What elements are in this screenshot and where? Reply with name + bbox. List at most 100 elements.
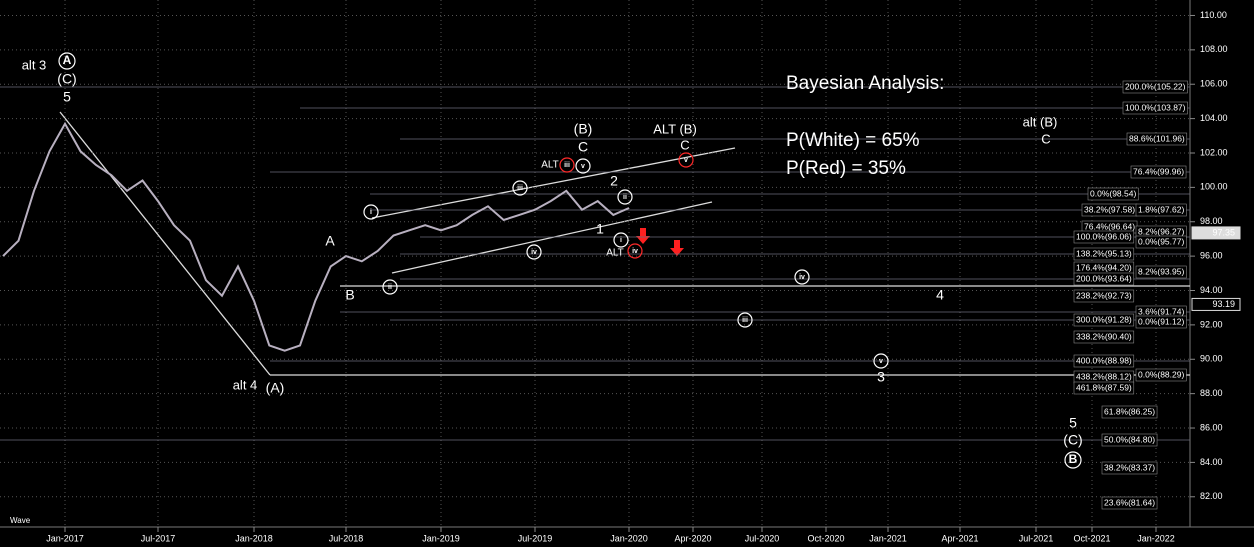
wave-circle (678, 152, 694, 168)
wave-circle (58, 52, 76, 70)
wave-label: A (63, 53, 72, 67)
fib-label-box (1135, 265, 1187, 279)
fib-label-box (1073, 381, 1135, 395)
wave-label: (C) (57, 71, 76, 87)
wave-label: iii (564, 162, 570, 169)
x-tick-label: Jan-2020 (610, 533, 648, 543)
wave-label: iii (742, 317, 748, 324)
wave-label: iv (531, 249, 537, 256)
fib-label: 38.2%(83.37) (1104, 462, 1155, 472)
wave-label: iv (632, 248, 638, 255)
y-tick-label: 90.00 (1200, 354, 1223, 364)
analysis-text: Bayesian Analysis: (786, 73, 944, 94)
y-tick-label: 104.00 (1200, 113, 1228, 123)
x-tick-label: Jul-2020 (745, 533, 780, 543)
fib-label: 238.2%(92.73) (1076, 290, 1132, 300)
wave-circle (512, 180, 528, 196)
wave-label: alt (B) (1023, 114, 1058, 129)
fib-label-box (1101, 405, 1158, 419)
fib-label: 3.6%(91.74) (1138, 306, 1184, 316)
wave-label: v (879, 358, 883, 365)
wave-label: iii (517, 185, 523, 192)
wave-label: B (345, 287, 354, 303)
wave-label: 4 (936, 287, 944, 303)
x-tick-label: Oct-2020 (807, 533, 844, 543)
fib-label-box (1122, 101, 1188, 115)
fib-label-box (1135, 368, 1187, 382)
fib-label-box (1122, 80, 1188, 94)
y-tick-label: 102.00 (1200, 147, 1228, 157)
wave-label: ALT (606, 248, 624, 259)
wave-label: 2 (610, 173, 618, 189)
fib-label: 76.4%(99.96) (1133, 166, 1184, 176)
price-marker-label: 93.19 (1212, 299, 1235, 309)
y-tick-label: 88.00 (1200, 388, 1223, 398)
x-tick-label: Apr-2020 (674, 533, 711, 543)
wave-label: Wave (10, 516, 31, 525)
fib-label: 300.0%(91.28) (1076, 314, 1132, 324)
wave-label: A (325, 233, 335, 249)
fib-label: 88.6%(101.96) (1129, 133, 1185, 143)
fib-label-box (1101, 461, 1158, 475)
y-tick-label: 84.00 (1200, 457, 1223, 467)
wave-circle (794, 269, 810, 285)
wave-label: B (1069, 452, 1078, 466)
wave-label: (B) (574, 121, 593, 137)
wave-circle (526, 244, 542, 260)
wave-label: i (620, 237, 622, 244)
wave-label: C (1041, 131, 1050, 146)
fib-label: 138.2%(95.13) (1076, 248, 1132, 258)
wave-circle (617, 189, 633, 205)
wave-label: i (370, 209, 372, 216)
y-tick-label: 110.00 (1200, 10, 1227, 20)
fib-label-box (1130, 165, 1187, 179)
fib-label-box (1087, 187, 1139, 201)
fib-label: 200.0%(93.64) (1076, 273, 1132, 283)
wave-label: alt 3 (22, 57, 47, 72)
wave-circle (737, 312, 753, 328)
wave-circle (1064, 451, 1082, 469)
wave-label: (A) (266, 380, 285, 396)
x-tick-label: Jul-2021 (1019, 533, 1054, 543)
wave-circle (363, 204, 379, 220)
y-tick-label: 86.00 (1200, 422, 1223, 432)
fib-label: 1.8%(97.62) (1138, 204, 1184, 214)
price-line (2, 121, 630, 352)
wave-circle (613, 232, 629, 248)
fib-label: 8.2%(96.27) (1138, 226, 1184, 236)
fib-label-box (1101, 496, 1158, 510)
fib-label-box (1135, 235, 1187, 249)
wave-lines (59, 111, 1190, 376)
fib-label: 438.2%(88.12) (1076, 371, 1132, 381)
y-tick-label: 92.00 (1200, 319, 1223, 329)
x-tick-label: Jan-2019 (422, 533, 460, 543)
wave-label: 3 (877, 369, 885, 385)
y-tick-label: 96.00 (1200, 250, 1223, 260)
fib-label-box (1073, 247, 1135, 261)
wave-circle (575, 158, 591, 174)
fib-label: 50.0%(84.80) (1104, 434, 1155, 444)
wave-label: 1 (596, 221, 604, 237)
x-tick-label: Jan-2021 (869, 533, 907, 543)
x-tick-label: Jan-2017 (46, 533, 84, 543)
y-tick-label: 98.00 (1200, 216, 1223, 226)
price-marker-box (1191, 226, 1241, 240)
wave-label: ALT (541, 160, 559, 171)
x-tick-label: Jan-2022 (1137, 533, 1175, 543)
arrows (636, 228, 684, 256)
x-tick-label: Jul-2019 (518, 533, 553, 543)
wave-label: C (680, 137, 689, 152)
fib-label-box (1073, 230, 1135, 244)
fib-label: 400.0%(88.98) (1076, 355, 1132, 365)
fib-label: 461.8%(87.59) (1076, 382, 1132, 392)
fib-label: 23.6%(81.64) (1104, 497, 1155, 507)
fib-label-box (1073, 313, 1135, 327)
y-tick-label: 94.00 (1200, 285, 1223, 295)
x-tick-label: Apr-2021 (941, 533, 978, 543)
wave-label: (C) (1063, 432, 1082, 448)
x-tick-label: Oct-2021 (1073, 533, 1110, 543)
wave-label: C (578, 139, 588, 155)
fib-label-box (1073, 289, 1135, 303)
x-tick-label: Jul-2017 (141, 533, 176, 543)
wave-circle (559, 157, 575, 173)
